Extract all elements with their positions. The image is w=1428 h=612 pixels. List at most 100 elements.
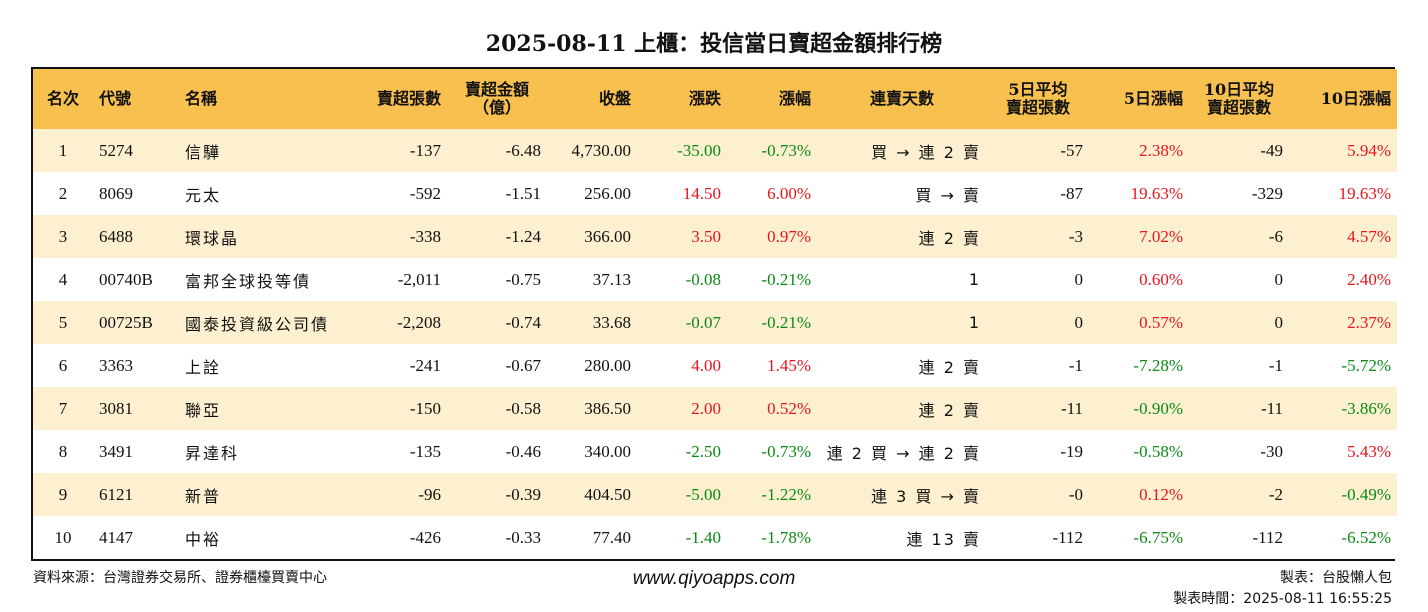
cell-rank: 9 — [58, 484, 68, 504]
cell-change: 4.00 — [691, 355, 721, 375]
cell-change-pct: -1.22% — [761, 484, 811, 504]
cell-rank: 7 — [58, 398, 68, 418]
cell-avg5: -3 — [1068, 226, 1083, 246]
column-header-rank: 名次 — [46, 89, 79, 108]
cell-pct10: 19.63% — [1338, 183, 1391, 203]
table-row: 1 5274 信驊 -137 -6.48 4,730.00 -35.00 -0.73% 買 → … — [33, 129, 1397, 172]
cell-net-amount: -6.48 — [505, 140, 541, 160]
cell-net-lots: -338 — [409, 226, 441, 246]
table-row: 5 00725B 國泰投資級公司債 -2,208 -0.74 33.68 -0.07 -0.2… — [33, 301, 1397, 344]
cell-streak: 連 2 賣 — [918, 228, 981, 248]
cell-code: 00740B — [99, 269, 153, 289]
cell-pct5: 0.60% — [1139, 269, 1183, 289]
cell-pct5: -7.28% — [1133, 355, 1183, 375]
cell-close: 280.00 — [584, 355, 631, 375]
cell-net-amount: -0.74 — [505, 312, 541, 332]
cell-avg5: 0 — [1074, 269, 1084, 289]
cell-streak: 連 2 買 → 連 2 賣 — [826, 443, 981, 463]
column-header-close: 收盤 — [598, 89, 631, 108]
cell-change: 2.00 — [691, 398, 721, 418]
cell-net-lots: -426 — [409, 527, 441, 547]
column-header-name: 名稱 — [185, 89, 218, 108]
cell-change-pct: -1.78% — [761, 527, 811, 547]
column-header-change-pct: 漲幅 — [778, 89, 811, 108]
cell-avg10: 0 — [1274, 269, 1284, 289]
made-time: 製表時間：2025-08-11 16:55:25 — [1173, 591, 1392, 607]
cell-close: 256.00 — [584, 183, 631, 203]
cell-name: 聯亞 — [185, 400, 222, 420]
cell-avg10: -1 — [1268, 355, 1283, 375]
cell-net-amount: -0.58 — [505, 398, 541, 418]
cell-net-amount: -1.24 — [505, 226, 541, 246]
cell-name: 國泰投資級公司債 — [185, 314, 330, 334]
cell-close: 404.50 — [584, 484, 631, 504]
cell-name: 上詮 — [185, 357, 222, 377]
cell-net-lots: -150 — [409, 398, 441, 418]
website-url[interactable]: www.qiyoapps.com — [632, 568, 796, 589]
cell-avg10: -11 — [1260, 398, 1283, 418]
cell-name: 富邦全球投等債 — [185, 271, 312, 291]
cell-change: -35.00 — [677, 140, 721, 160]
cell-rank: 2 — [58, 183, 68, 203]
cell-pct5: -0.58% — [1133, 441, 1183, 461]
cell-rank: 3 — [58, 226, 68, 246]
cell-pct10: 2.40% — [1347, 269, 1391, 289]
cell-avg5: -11 — [1060, 398, 1083, 418]
cell-change-pct: -0.73% — [761, 441, 811, 461]
cell-net-amount: -1.51 — [505, 183, 541, 203]
cell-avg10: -329 — [1251, 183, 1283, 203]
cell-net-lots: -2,208 — [397, 312, 441, 332]
cell-change-pct: 6.00% — [767, 183, 811, 203]
cell-close: 33.68 — [592, 312, 631, 332]
cell-pct10: -0.49% — [1341, 484, 1391, 504]
cell-net-lots: -135 — [409, 441, 441, 461]
table-row: 6 3363 上詮 -241 -0.67 280.00 4.00 1.45% 連 2 賣 -1 -7… — [33, 344, 1397, 387]
cell-net-lots: -137 — [409, 140, 441, 160]
cell-change: -0.07 — [685, 312, 721, 332]
cell-pct10: 5.94% — [1347, 140, 1391, 160]
cell-rank: 1 — [58, 140, 68, 160]
cell-avg10: -49 — [1260, 140, 1283, 160]
cell-change-pct: -0.73% — [761, 140, 811, 160]
cell-change: -2.50 — [685, 441, 721, 461]
table-body: 1 5274 信驊 -137 -6.48 4,730.00 -35.00 -0.73% 買 → … — [33, 129, 1397, 559]
cell-rank: 10 — [54, 527, 72, 547]
column-header-pct5: 5日漲幅 — [1123, 89, 1183, 108]
cell-code: 4147 — [99, 527, 133, 547]
cell-net-amount: -0.39 — [505, 484, 541, 504]
cell-code: 5274 — [99, 140, 133, 160]
cell-pct5: -6.75% — [1133, 527, 1183, 547]
cell-streak: 1 — [968, 313, 981, 332]
cell-streak: 連 13 賣 — [906, 529, 981, 549]
cell-name: 環球晶 — [185, 228, 240, 248]
table-row: 7 3081 聯亞 -150 -0.58 386.50 2.00 0.52% 連 2 賣 -11 -… — [33, 387, 1397, 430]
table-row: 2 8069 元太 -592 -1.51 256.00 14.50 6.00% 買 → 賣 -87… — [33, 172, 1397, 215]
table-row: 3 6488 環球晶 -338 -1.24 366.00 3.50 0.97% 連 2 賣 -3 7… — [33, 215, 1397, 258]
cell-avg5: -57 — [1060, 140, 1083, 160]
cell-close: 340.00 — [584, 441, 631, 461]
cell-net-amount: -0.46 — [505, 441, 541, 461]
data-source: 資料來源：台灣證券交易所、證券櫃檯買賣中心 — [33, 570, 327, 586]
cell-pct10: 4.57% — [1347, 226, 1391, 246]
cell-code: 6488 — [99, 226, 133, 246]
cell-change-pct: 0.52% — [767, 398, 811, 418]
cell-pct10: -3.86% — [1341, 398, 1391, 418]
cell-streak: 買 → 賣 — [915, 185, 981, 205]
maker-label: 製表：台股懶人包 — [1280, 570, 1392, 586]
cell-net-lots: -241 — [409, 355, 441, 375]
cell-rank: 6 — [58, 355, 68, 375]
column-header-streak: 連賣天數 — [869, 89, 934, 108]
cell-net-lots: -2,011 — [397, 269, 441, 289]
cell-streak: 連 3 買 → 賣 — [871, 486, 981, 506]
table-row: 8 3491 昇達科 -135 -0.46 340.00 -2.50 -0.73% 連 2 買 … — [33, 430, 1397, 473]
cell-name: 信驊 — [185, 142, 222, 162]
cell-net-lots: -592 — [409, 183, 441, 203]
table-header: 名次 代號 名稱 賣超張數 賣超金額 （億） 收盤 漲跌 漲幅 連賣天數 5日平均 賣超張數 5日漲幅 1… — [33, 69, 1397, 129]
cell-change-pct: -0.21% — [761, 312, 811, 332]
column-header-pct10: 10日漲幅 — [1320, 89, 1391, 108]
ranking-table: 名次 代號 名稱 賣超張數 賣超金額 （億） 收盤 漲跌 漲幅 連賣天數 5日平均 賣超張數 5日漲幅 1… — [31, 67, 1397, 561]
cell-avg10: -112 — [1252, 527, 1283, 547]
cell-change-pct: 0.97% — [767, 226, 811, 246]
cell-name: 元太 — [185, 185, 222, 205]
table-row: 9 6121 新普 -96 -0.39 404.50 -5.00 -1.22% 連 3 買 → … — [33, 473, 1397, 516]
